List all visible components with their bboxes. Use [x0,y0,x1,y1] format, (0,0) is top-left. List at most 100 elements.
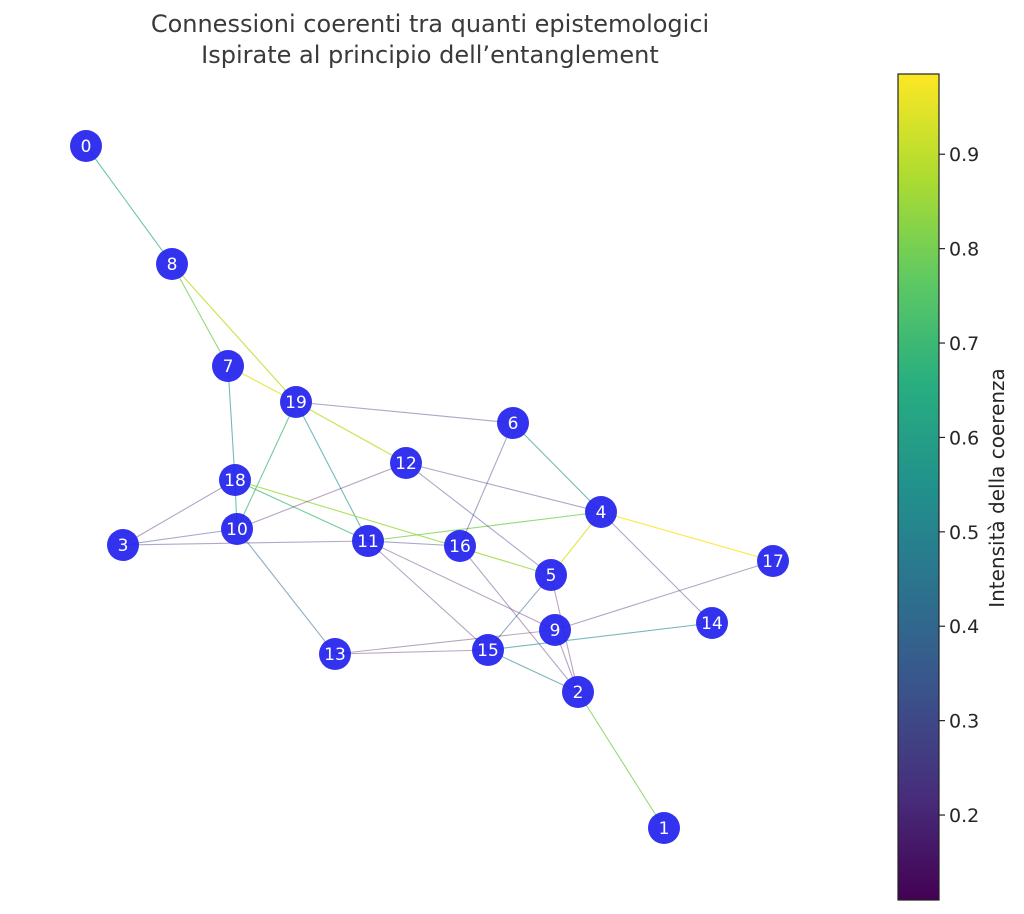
node-8: 8 [156,248,188,280]
node-label: 7 [223,357,234,377]
edge-4-17 [600,511,774,562]
edge-13-15 [334,649,489,655]
node-circle [280,386,312,418]
node-14: 14 [696,607,728,639]
colorbar-tick-label: 0.2 [949,805,979,827]
edge-2-1 [577,691,665,829]
node-6: 6 [497,407,529,439]
edge-10-13 [236,528,336,655]
edge-11-9 [367,540,556,631]
node-label: 15 [477,641,499,661]
node-label: 9 [550,621,561,641]
edge-19-12 [295,401,407,464]
colorbar-gradient [897,73,940,901]
edge-19-11 [295,401,369,542]
edge-12-4 [405,462,602,513]
node-label: 18 [224,471,246,491]
edge-7-18 [227,365,236,481]
node-circle [107,529,139,561]
node-16: 16 [444,530,476,562]
node-label: 5 [546,566,557,586]
node-18: 18 [219,464,251,496]
colorbar-tick-label: 0.3 [949,711,979,733]
edge-0-8 [85,145,173,265]
chart-title-line2: Ispirate al principio dell’entanglement [201,41,659,69]
node-circle [156,248,188,280]
node-circle [757,545,789,577]
edge-9-17 [554,560,774,631]
edge-19-6 [295,401,514,424]
node-9: 9 [539,614,571,646]
node-circle [562,676,594,708]
node-3: 3 [107,529,139,561]
node-circle [70,130,102,162]
colorbar-ticks: 0.2 0.3 0.4 0.5 0.6 0.7 0.8 0.9 [939,144,979,827]
node-circle [444,530,476,562]
edges-layer [85,145,774,829]
node-circle [352,525,384,557]
node-17: 17 [757,545,789,577]
node-circle [648,812,680,844]
node-11: 11 [352,525,384,557]
node-1: 1 [648,812,680,844]
node-label: 17 [762,552,784,572]
node-label: 8 [167,255,178,275]
node-19: 19 [280,386,312,418]
colorbar: 0.2 0.3 0.4 0.5 0.6 0.7 0.8 0.9 Intensità della… [897,73,1009,901]
edge-15-2 [487,649,579,693]
node-0: 0 [70,130,102,162]
node-label: 11 [357,532,379,552]
edge-11-4 [367,511,602,542]
node-circle [472,634,504,666]
edge-19-10 [236,401,297,530]
node-label: 2 [573,683,584,703]
node-12: 12 [390,447,422,479]
edge-18-5 [234,479,552,576]
edge-13-9 [334,629,556,655]
node-label: 0 [81,137,92,157]
edge-11-15 [367,540,489,651]
edge-12-5 [405,462,552,576]
node-label: 6 [508,414,519,434]
node-10: 10 [221,513,253,545]
node-label: 13 [324,645,346,665]
edge-5-15 [487,574,552,651]
edge-4-14 [600,511,713,624]
node-circle [390,447,422,479]
edge-16-2 [459,545,579,693]
edge-18-3 [122,479,236,546]
chart-title-line1: Connessioni coerenti tra quanti epistemo… [151,10,709,38]
node-5: 5 [535,559,567,591]
node-circle [585,496,617,528]
node-circle [497,407,529,439]
node-13: 13 [319,638,351,670]
edge-6-16 [459,422,514,547]
node-circle [219,464,251,496]
edge-15-14 [487,622,713,651]
node-label: 3 [118,536,129,556]
node-15: 15 [472,634,504,666]
node-label: 14 [701,614,723,634]
colorbar-tick-label: 0.9 [949,144,979,166]
edge-8-7 [171,263,229,367]
node-label: 10 [226,520,248,540]
node-label: 1 [659,819,670,839]
node-circle [535,559,567,591]
node-circle [319,638,351,670]
node-7: 7 [212,350,244,382]
node-circle [696,607,728,639]
node-label: 12 [395,454,417,474]
edge-18-11 [234,479,369,542]
node-circle [539,614,571,646]
node-label: 4 [596,503,607,523]
colorbar-tick-label: 0.4 [949,616,979,638]
node-2: 2 [562,676,594,708]
colorbar-tick-label: 0.8 [949,239,979,261]
edge-10-3 [122,528,238,546]
colorbar-tick-label: 0.6 [949,427,979,449]
node-label: 19 [285,393,307,413]
edge-8-19 [171,263,297,403]
colorbar-tick-label: 0.7 [949,333,979,355]
